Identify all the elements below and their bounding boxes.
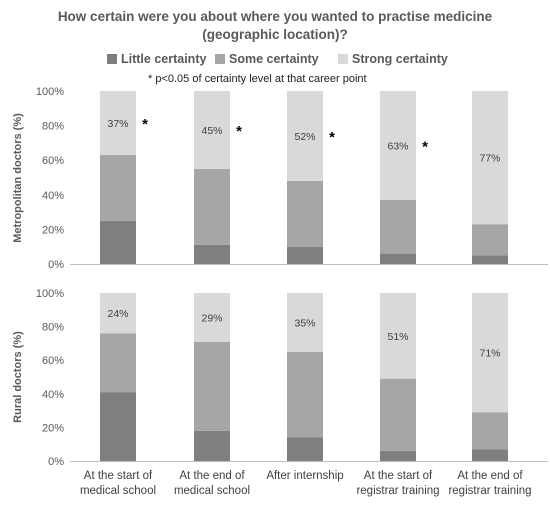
data-label-p1-c1: 37%: [107, 118, 128, 130]
data-label-p1-c3: 52%: [294, 131, 315, 143]
data-label-p1-c4: 63%: [387, 140, 408, 152]
chart-title-line-2: (geographic location)?: [202, 27, 348, 42]
chart-title-line-1: How certain were you about where you wan…: [57, 9, 493, 24]
category-label-1-line-2: medical school: [80, 485, 156, 497]
significance-asterisk-p1-c2: *: [236, 123, 242, 140]
y-tick-label-p2-1: 20%: [42, 422, 64, 434]
y-tick-label-p1-5: 100%: [36, 86, 64, 98]
y-tick-label-p2-5: 100%: [36, 288, 64, 300]
bar-p2-c4-some-certainty: [380, 378, 416, 451]
legend-swatch-3: [338, 54, 348, 64]
bar-p2-c5-strong-certainty: [472, 293, 508, 413]
bar-p1-c5-strong-certainty: [472, 91, 508, 225]
bar-p2-c2-some-certainty: [194, 341, 230, 431]
bar-p1-c2-little-certainty: [194, 244, 230, 264]
bar-p1-c1-little-certainty: [100, 220, 136, 264]
bar-p2-c2-strong-certainty: [194, 293, 230, 342]
y-tick-label-p1-1: 20%: [42, 224, 64, 236]
legend-swatch-2: [215, 54, 225, 64]
bar-p2-c4-little-certainty: [380, 450, 416, 461]
data-label-p2-c2: 29%: [201, 312, 222, 324]
bar-p1-c3-little-certainty: [287, 246, 323, 264]
significance-asterisk-p1-c1: *: [142, 116, 148, 133]
bar-p2-c1-little-certainty: [100, 392, 136, 461]
bar-p2-c5-some-certainty: [472, 412, 508, 450]
category-label-4-line-1: At the start of: [364, 470, 433, 482]
bar-p1-c2-strong-certainty: [194, 91, 230, 169]
data-label-p1-c2: 45%: [201, 125, 222, 137]
bar-p1-c1-strong-certainty: [100, 91, 136, 156]
y-tick-label-p1-3: 60%: [42, 155, 64, 167]
bar-p1-c5-some-certainty: [472, 224, 508, 256]
bar-p2-c5-little-certainty: [472, 449, 508, 461]
category-label-2-line-2: medical school: [174, 485, 250, 497]
category-label-2-line-1: At the end of: [179, 470, 245, 482]
y-tick-label-p1-0: 0%: [48, 259, 64, 271]
category-label-4-line-2: registrar training: [356, 485, 439, 497]
legend-swatch-1: [107, 54, 117, 64]
bar-p1-c4-little-certainty: [380, 253, 416, 264]
data-label-p2-c5: 71%: [479, 348, 500, 360]
bar-p1-c4-strong-certainty: [380, 91, 416, 200]
y-tick-label-p2-3: 60%: [42, 355, 64, 367]
data-label-p2-c3: 35%: [294, 317, 315, 329]
bar-p2-c3-strong-certainty: [287, 293, 323, 352]
bar-p2-c1-some-certainty: [100, 333, 136, 393]
category-label-5-line-1: At the end of: [457, 470, 523, 482]
y-tick-label-p2-4: 80%: [42, 322, 64, 334]
bar-p2-c4-strong-certainty: [380, 293, 416, 379]
data-label-p2-c1: 24%: [107, 308, 128, 320]
category-label-3-line-1: After internship: [266, 470, 343, 482]
y-axis-label-p2: Rural doctors (%): [12, 331, 24, 423]
bar-p1-c5-little-certainty: [472, 255, 508, 264]
y-tick-label-p2-0: 0%: [48, 456, 64, 468]
significance-asterisk-p1-c3: *: [329, 129, 335, 146]
data-label-p2-c4: 51%: [387, 331, 408, 343]
legend-label-1: Little certainty: [121, 52, 206, 66]
y-tick-label-p1-2: 40%: [42, 190, 64, 202]
bar-p2-c3-little-certainty: [287, 437, 323, 461]
y-tick-label-p1-4: 80%: [42, 121, 64, 133]
significance-asterisk-p1-c4: *: [422, 138, 428, 155]
legend-label-3: Strong certainty: [352, 52, 448, 66]
y-tick-label-p2-2: 40%: [42, 389, 64, 401]
bar-p1-c3-some-certainty: [287, 180, 323, 247]
significance-note: * p<0.05 of certainty level at that care…: [148, 73, 367, 85]
bar-p1-c4-some-certainty: [380, 199, 416, 254]
bar-p2-c2-little-certainty: [194, 430, 230, 461]
y-axis-label-p1: Metropolitan doctors (%): [12, 113, 24, 243]
bar-p1-c3-strong-certainty: [287, 91, 323, 181]
bar-p1-c2-some-certainty: [194, 168, 230, 245]
legend-label-2: Some certainty: [229, 52, 319, 66]
data-label-p1-c5: 77%: [479, 153, 500, 165]
category-label-1-line-1: At the start of: [84, 470, 153, 482]
bar-p2-c3-some-certainty: [287, 351, 323, 438]
bar-p2-c1-strong-certainty: [100, 293, 136, 334]
bar-p1-c1-some-certainty: [100, 155, 136, 221]
category-label-5-line-2: registrar training: [448, 485, 531, 497]
